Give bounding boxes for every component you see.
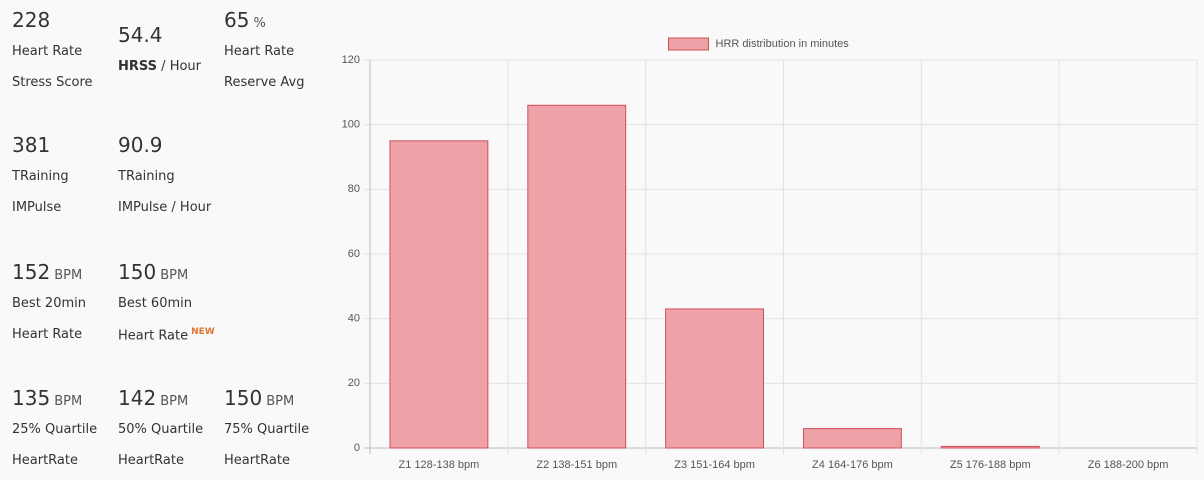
stat-label-text: / Hour: [157, 59, 202, 74]
stat-label-text: Best 20min: [12, 296, 86, 311]
legend-label: HRR distribution in minutes: [716, 38, 850, 50]
stat-unit: BPM: [160, 394, 189, 409]
stat-number: 142: [118, 386, 157, 410]
stat-value: 54.4: [118, 23, 163, 47]
stat-label-text: Reserve Avg: [224, 75, 305, 90]
stat-label-text: TRaining: [118, 169, 175, 184]
stat-number: 381: [12, 133, 51, 157]
stat-label: 25% Quartile: [12, 422, 97, 437]
stat-label: Stress Score: [12, 75, 93, 90]
stat-value: 152 BPM: [12, 260, 82, 284]
x-tick-label: Z6 188-200 bpm: [1088, 459, 1169, 471]
stat-number: 54.4: [118, 23, 163, 47]
stat-unit: %: [253, 16, 266, 31]
stat-label-text: Heart Rate: [12, 44, 83, 59]
stat-label: Heart Rate: [12, 44, 82, 59]
stat-label-text: TRaining: [12, 169, 69, 184]
stat-value: 381: [12, 133, 50, 157]
stat-number: 152: [12, 260, 51, 284]
stat-label-text: Heart Rate: [224, 44, 295, 59]
stat-label-text: 50% Quartile: [118, 422, 204, 437]
bar: [802, 428, 902, 449]
stat-label: HeartRate: [12, 453, 78, 468]
y-tick-label: 0: [354, 442, 360, 454]
y-tick-label: 20: [348, 377, 360, 389]
stat-unit: BPM: [266, 394, 295, 409]
stat-label-text: IMPulse: [12, 200, 62, 215]
stat-value: 90.9: [118, 133, 163, 157]
stat-label: Heart Rate: [12, 327, 82, 342]
stat-label-text: 25% Quartile: [12, 422, 98, 437]
legend-swatch: [668, 37, 709, 51]
y-tick-label: 40: [348, 313, 360, 325]
stat-number: 135: [12, 386, 51, 410]
stat-label-text: Best 60min: [118, 296, 192, 311]
stat-label-text: Stress Score: [12, 75, 93, 90]
bar: [389, 140, 489, 449]
stat-value: 135 BPM: [12, 386, 82, 410]
y-tick-label: 100: [342, 119, 360, 131]
stat-label-text: Heart Rate: [118, 328, 189, 344]
stat-label-text: HeartRate: [224, 453, 290, 468]
stat-label: Best 20min: [12, 296, 86, 311]
stat-label-text: HeartRate: [12, 453, 78, 468]
x-tick-label: Z1 128-138 bpm: [399, 459, 480, 471]
stat-number: 90.9: [118, 133, 163, 157]
stat-label: TRaining: [12, 169, 69, 184]
stat-label-bold: HRSS: [118, 59, 158, 74]
stat-unit: BPM: [54, 268, 83, 283]
stat-value: 150 BPM: [118, 260, 188, 284]
stat-unit: BPM: [160, 268, 189, 283]
stat-label: HeartRate: [224, 453, 290, 468]
stat-number: 150: [118, 260, 157, 284]
stat-label: Best 60min: [118, 296, 192, 311]
stat-label: 50% Quartile: [118, 422, 203, 437]
stat-number: 228: [12, 8, 51, 32]
stat-value: 142 BPM: [118, 386, 188, 410]
stat-label: HeartRate: [118, 453, 184, 468]
stat-label: Reserve Avg: [224, 75, 304, 90]
stat-label-text: HeartRate: [118, 453, 184, 468]
bar: [665, 308, 765, 449]
stat-label-text: IMPulse / Hour: [118, 200, 212, 215]
y-tick-label: 60: [348, 248, 360, 260]
x-tick-label: Z3 151-164 bpm: [674, 459, 755, 471]
stat-value: 150 BPM: [224, 386, 294, 410]
stat-value: 228: [12, 8, 50, 32]
stat-label: Heart Rate: [224, 44, 294, 59]
stat-number: 150: [224, 386, 263, 410]
x-tick-label: Z5 176-188 bpm: [950, 459, 1031, 471]
stat-label: Heart Rate NEW: [118, 327, 215, 343]
y-tick-label: 120: [342, 54, 360, 66]
stat-unit: BPM: [54, 394, 83, 409]
stat-label: HRSS / Hour: [118, 59, 201, 74]
x-tick-label: Z2 138-151 bpm: [536, 459, 617, 471]
stat-label: IMPulse / Hour: [118, 200, 211, 215]
bar: [940, 445, 1040, 449]
stat-label-text: 75% Quartile: [224, 422, 310, 437]
y-tick-label: 80: [348, 183, 360, 195]
x-tick-label: Z4 164-176 bpm: [812, 459, 893, 471]
bar: [527, 104, 627, 449]
stat-label-text: Heart Rate: [12, 327, 83, 342]
stat-label: IMPulse: [12, 200, 61, 215]
stat-number: 65: [224, 8, 250, 32]
stat-label: TRaining: [118, 169, 175, 184]
new-badge: NEW: [191, 327, 215, 337]
stat-value: 65%: [224, 8, 266, 32]
stat-label: 75% Quartile: [224, 422, 309, 437]
